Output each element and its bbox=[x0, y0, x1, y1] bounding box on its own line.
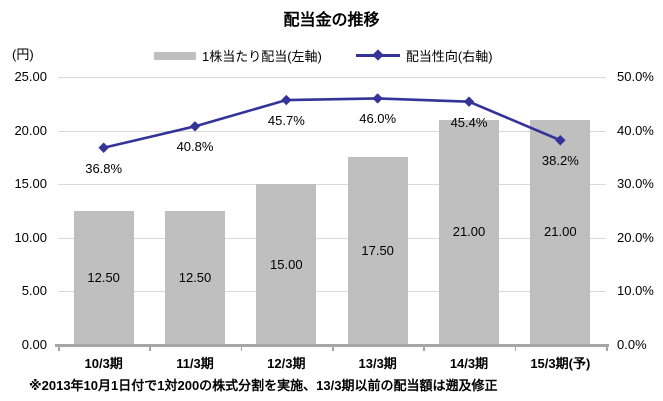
bar-value-label: 12.50 bbox=[87, 270, 120, 285]
gridline bbox=[58, 130, 606, 132]
y-axis-label-right: 20.0% bbox=[617, 229, 654, 245]
x-axis-tick bbox=[606, 345, 608, 351]
x-tick-label: 12/3期 bbox=[267, 356, 306, 371]
line-value-label: 46.0% bbox=[359, 111, 397, 127]
bar bbox=[256, 184, 317, 345]
line-swatch-icon bbox=[355, 49, 400, 61]
x-tick-label: 10/3期 bbox=[84, 356, 123, 371]
bar bbox=[165, 211, 225, 345]
line-marker-diamond-icon bbox=[281, 94, 292, 106]
x-tick-label: 14/3期 bbox=[449, 356, 489, 371]
legend-label-line: 配当性向(右軸) bbox=[405, 49, 493, 64]
line-value-label: 40.8% bbox=[176, 139, 214, 155]
x-tick-label: 11/3期 bbox=[176, 356, 214, 371]
plot-area: 12.50 12.50 15.00 17.50 21.00 21.00 36.8% 40.8%… bbox=[58, 77, 606, 345]
gridline bbox=[58, 291, 606, 293]
payout-ratio-line-series bbox=[98, 93, 566, 153]
bar-value-label: 21.00 bbox=[452, 224, 486, 240]
x-axis-tick bbox=[423, 345, 425, 351]
bar-value-label: 12.50 bbox=[178, 270, 212, 285]
bar-value-label: 17.50 bbox=[361, 243, 394, 259]
bar-value-label: 15.00 bbox=[270, 256, 303, 272]
legend: 1株当たり配当(左軸) 配当性向(右軸) bbox=[154, 46, 493, 65]
legend-item-bar: 1株当たり配当(左軸) bbox=[154, 46, 322, 65]
line-value-label: 45.7% bbox=[267, 113, 305, 129]
line-value-label: 45.4% bbox=[450, 114, 488, 130]
x-tick-label: 13/3期 bbox=[358, 356, 397, 371]
bar-swatch-icon bbox=[154, 51, 196, 60]
legend-item-line: 配当性向(右軸) bbox=[355, 46, 493, 65]
y-axis-label-left: 0.00 bbox=[21, 337, 47, 352]
left-axis-unit-label: (円) bbox=[12, 47, 34, 62]
gridline bbox=[58, 77, 606, 78]
line-marker-diamond-icon bbox=[98, 142, 109, 153]
gridline bbox=[58, 237, 606, 239]
line-marker-diamond-icon bbox=[463, 96, 475, 107]
x-axis-tick bbox=[514, 345, 517, 351]
x-tick-label: 15/3期(予) bbox=[530, 356, 591, 371]
line-marker-diamond-icon bbox=[555, 135, 566, 146]
x-axis-tick bbox=[58, 345, 60, 351]
footnote: ※2013年10月1日付で1対200の株式分割を実施、13/3期以前の配当額は遡… bbox=[29, 378, 498, 393]
x-axis-tick bbox=[240, 345, 243, 351]
bar bbox=[530, 119, 591, 345]
y-axis-label-right: 50.0% bbox=[617, 69, 654, 84]
x-axis-tick bbox=[332, 345, 334, 351]
bar bbox=[347, 157, 408, 345]
bar bbox=[439, 119, 499, 345]
y-axis-label-left: 25.00 bbox=[14, 69, 47, 84]
line-marker-diamond-icon bbox=[372, 93, 383, 104]
line-value-label: 36.8% bbox=[85, 160, 123, 176]
y-axis-label-left: 10.00 bbox=[14, 229, 47, 245]
line-value-label: 38.2% bbox=[541, 153, 579, 169]
chart-title: 配当金の推移 bbox=[283, 12, 380, 29]
y-axis-label-right: 10.0% bbox=[617, 283, 654, 299]
y-axis-label-right: 0.0% bbox=[617, 337, 647, 352]
y-axis-label-right: 30.0% bbox=[617, 176, 654, 192]
line-marker-diamond-icon bbox=[189, 121, 201, 132]
y-axis-label-left: 15.00 bbox=[14, 176, 47, 192]
gridline bbox=[58, 184, 606, 186]
bar-value-label: 21.00 bbox=[544, 224, 577, 240]
x-axis-tick bbox=[149, 345, 151, 351]
y-axis-label-left: 5.00 bbox=[21, 283, 47, 299]
y-axis-label-left: 20.00 bbox=[14, 122, 47, 138]
legend-label-bar: 1株当たり配当(左軸) bbox=[202, 49, 322, 64]
y-axis-label-right: 40.0% bbox=[617, 122, 654, 138]
bar bbox=[73, 211, 134, 345]
